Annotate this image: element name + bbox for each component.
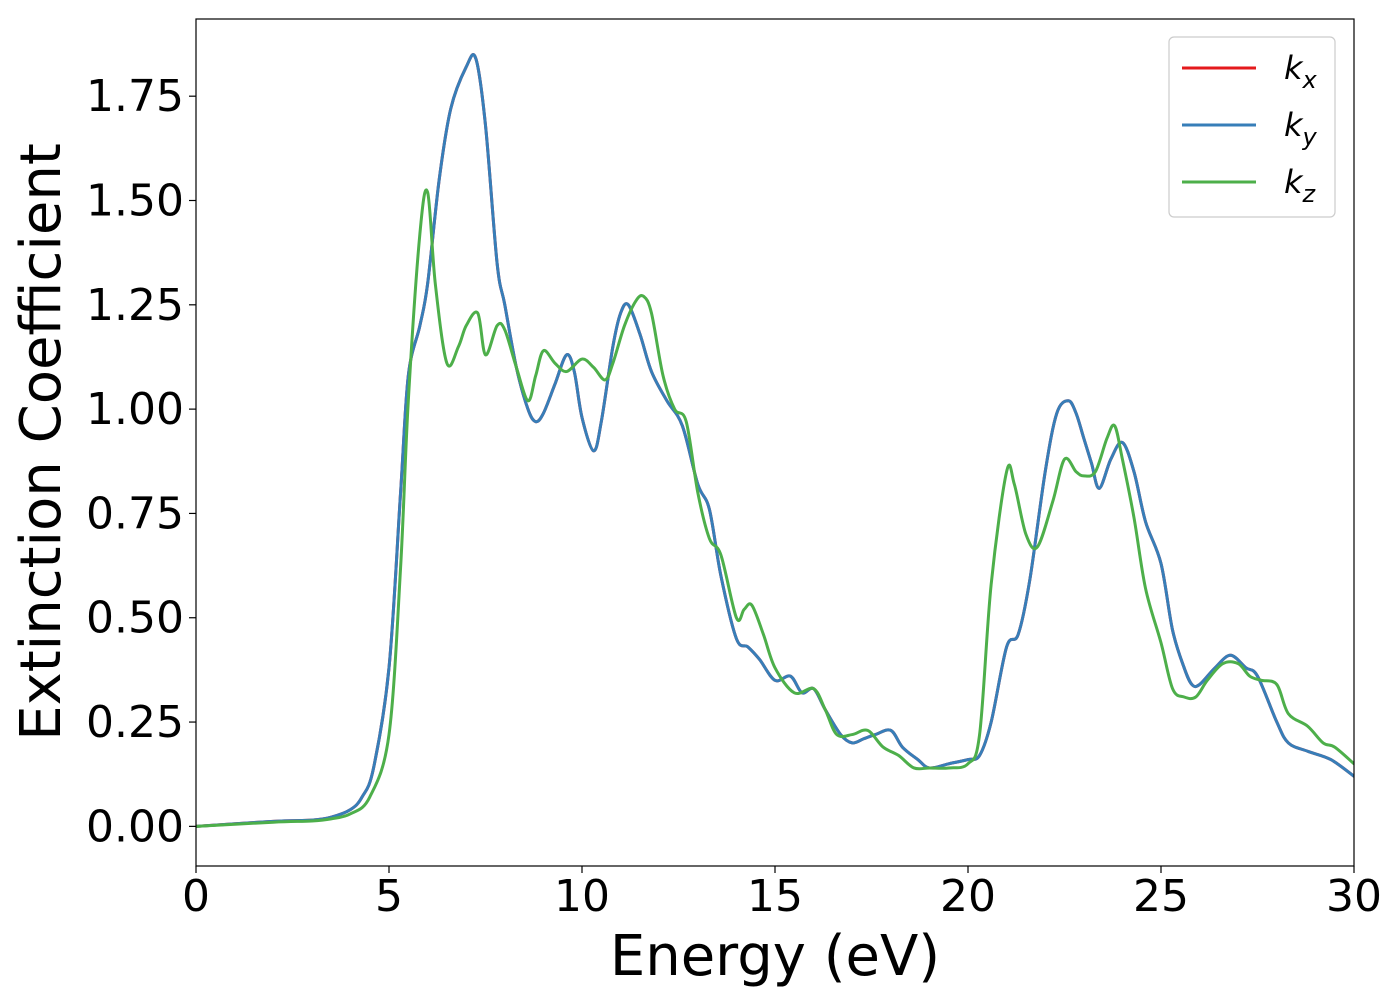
x-tick-label: 10	[554, 871, 610, 922]
x-tick-label: 0	[182, 871, 210, 922]
y-axis-title: Extinction Coefficient	[9, 143, 74, 741]
y-tick-label: 1.25	[86, 280, 184, 331]
y-tick-label: 1.00	[86, 384, 184, 435]
legend-box	[1168, 36, 1336, 218]
y-tick-label: 1.50	[86, 176, 184, 227]
y-tick-label: 0.75	[86, 488, 184, 539]
y-axis: 0.00 0.25 0.50 0.75 1.00 1.25 1.50 1.75	[86, 71, 196, 852]
y-tick-label: 0.25	[86, 697, 184, 748]
y-tick-label: 0.00	[86, 801, 184, 852]
x-tick-label: 5	[375, 871, 403, 922]
series-line-y	[196, 53, 1354, 828]
y-tick-label: 1.75	[86, 71, 184, 122]
x-tick-label: 20	[940, 871, 996, 922]
series-layer	[196, 53, 1354, 828]
x-axis: 0 5 10 15 20 25 30	[182, 866, 1382, 922]
x-axis-title: Energy (eV)	[610, 924, 940, 989]
y-tick-label: 0.50	[86, 593, 184, 644]
x-tick-label: 15	[747, 871, 803, 922]
x-tick-label: 30	[1326, 871, 1382, 922]
x-tick-label: 25	[1133, 871, 1189, 922]
series-line-z	[196, 188, 1354, 828]
